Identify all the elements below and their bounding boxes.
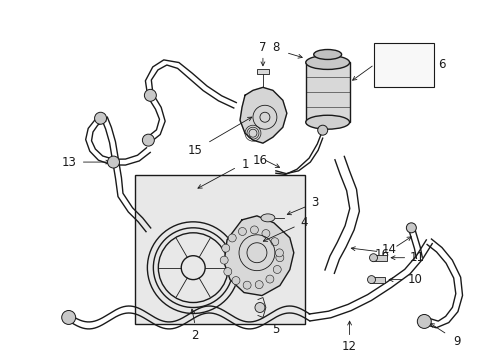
Text: 13: 13 xyxy=(61,156,76,168)
Circle shape xyxy=(238,228,246,235)
Ellipse shape xyxy=(305,55,349,69)
Circle shape xyxy=(369,254,377,262)
Text: 12: 12 xyxy=(342,340,356,353)
Circle shape xyxy=(275,254,283,262)
Text: 8: 8 xyxy=(272,41,279,54)
Circle shape xyxy=(317,125,327,135)
Circle shape xyxy=(222,244,229,252)
Text: 2: 2 xyxy=(191,329,199,342)
Polygon shape xyxy=(240,87,286,143)
Ellipse shape xyxy=(261,214,274,222)
Circle shape xyxy=(270,238,278,246)
Text: 9: 9 xyxy=(452,335,460,348)
Text: 16: 16 xyxy=(252,154,267,167)
Circle shape xyxy=(231,276,240,284)
Text: 6: 6 xyxy=(438,58,445,71)
Circle shape xyxy=(61,310,76,324)
Circle shape xyxy=(250,226,258,234)
Text: 1: 1 xyxy=(241,158,249,171)
Circle shape xyxy=(275,249,283,257)
Circle shape xyxy=(262,230,269,238)
Circle shape xyxy=(265,275,273,283)
Text: 5: 5 xyxy=(272,323,279,336)
Circle shape xyxy=(107,156,119,168)
Circle shape xyxy=(243,281,251,289)
Text: 14: 14 xyxy=(381,243,396,256)
Bar xyxy=(305,62,349,122)
Circle shape xyxy=(254,302,264,312)
Ellipse shape xyxy=(305,115,349,129)
Bar xyxy=(135,175,304,324)
Bar xyxy=(374,42,433,87)
Text: 7: 7 xyxy=(259,41,266,54)
Circle shape xyxy=(273,266,281,274)
Bar xyxy=(369,276,385,283)
Circle shape xyxy=(416,315,430,328)
Circle shape xyxy=(94,112,106,124)
Text: 16: 16 xyxy=(374,248,389,261)
Circle shape xyxy=(144,89,156,101)
Circle shape xyxy=(228,234,236,242)
Text: 3: 3 xyxy=(310,197,318,210)
Circle shape xyxy=(224,268,231,276)
Circle shape xyxy=(255,281,263,289)
Text: 10: 10 xyxy=(407,273,422,286)
Circle shape xyxy=(220,256,228,264)
Circle shape xyxy=(367,276,375,284)
Text: 4: 4 xyxy=(300,216,307,229)
Polygon shape xyxy=(224,216,293,296)
Bar xyxy=(256,69,268,75)
Circle shape xyxy=(142,134,154,146)
Text: 11: 11 xyxy=(409,251,424,264)
Text: 15: 15 xyxy=(187,144,202,157)
Circle shape xyxy=(406,223,415,233)
Bar xyxy=(371,255,386,261)
Ellipse shape xyxy=(313,50,341,59)
